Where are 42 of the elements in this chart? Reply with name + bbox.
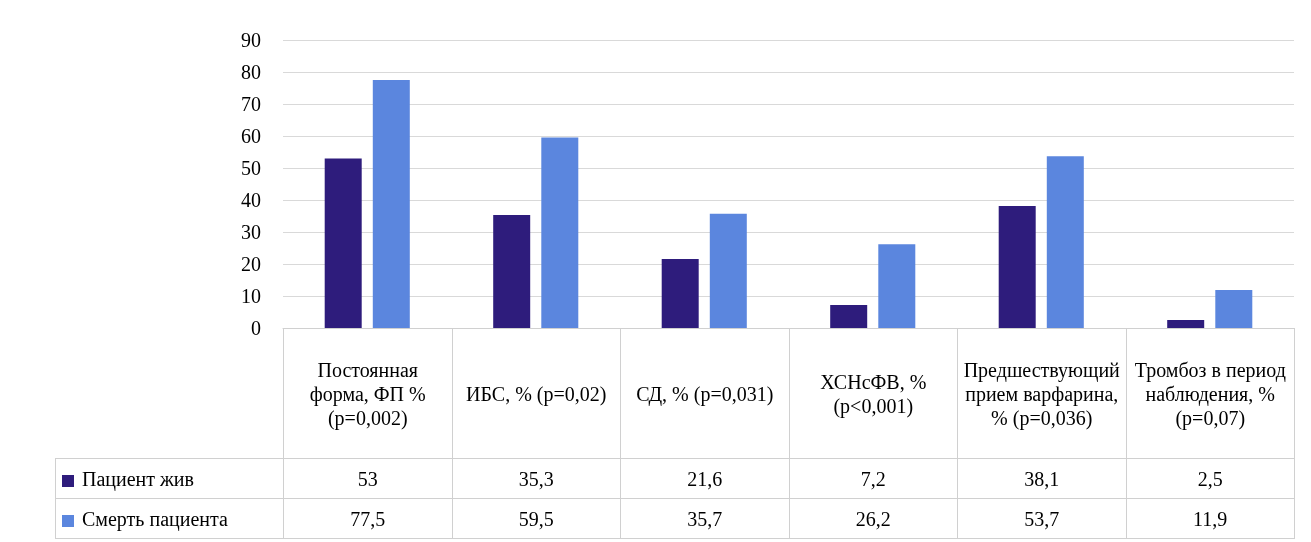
y-tick-label: 0 — [251, 317, 261, 339]
bar — [493, 215, 531, 328]
bar — [830, 304, 868, 328]
x-tick-label: Тромбоз в период наблюдения, % (p=0,07) — [1126, 328, 1295, 459]
data-label: 26,2 — [789, 498, 958, 539]
x-tick-label: Предшествующий прием варфарина, % (p=0,036) — [957, 328, 1126, 459]
data-label: 38,1 — [957, 458, 1126, 499]
bar — [372, 80, 410, 328]
y-tick-label: 40 — [241, 189, 261, 211]
y-tick-label: 90 — [241, 29, 261, 51]
x-tick-label: СД, % (p=0,031) — [620, 328, 789, 459]
bar — [878, 244, 916, 328]
legend-label: Пациент жив — [55, 458, 284, 499]
data-label: 77,5 — [283, 498, 452, 539]
data-label: 2,5 — [1126, 458, 1295, 499]
y-tick-label: 70 — [241, 93, 261, 115]
bar — [1167, 320, 1205, 328]
bar — [1215, 289, 1253, 328]
data-label: 35,7 — [620, 498, 789, 539]
bar — [324, 158, 362, 328]
data-label: 21,6 — [620, 458, 789, 499]
data-label: 59,5 — [452, 498, 621, 539]
data-label: 53 — [283, 458, 452, 499]
bar — [541, 137, 579, 328]
bar — [661, 258, 699, 328]
bar — [998, 206, 1036, 328]
legend-label: Смерть пациента — [55, 498, 284, 539]
bar — [1046, 156, 1084, 328]
data-label: 53,7 — [957, 498, 1126, 539]
data-label: 35,3 — [452, 458, 621, 499]
x-tick-label: Постоянная форма, ФП % (p=0,002) — [283, 328, 452, 459]
y-tick-label: 80 — [241, 61, 261, 83]
data-label: 7,2 — [789, 458, 958, 499]
y-tick-label: 30 — [241, 221, 261, 243]
y-tick-label: 50 — [241, 157, 261, 179]
data-label: 11,9 — [1126, 498, 1295, 539]
y-tick-label: 20 — [241, 253, 261, 275]
y-tick-label: 10 — [241, 285, 261, 307]
bar — [709, 213, 747, 328]
x-tick-label: ИБС, % (p=0,02) — [452, 328, 621, 459]
y-tick-label: 60 — [241, 125, 261, 147]
x-tick-label: ХСНсФВ, % (p<0,001) — [789, 328, 958, 459]
